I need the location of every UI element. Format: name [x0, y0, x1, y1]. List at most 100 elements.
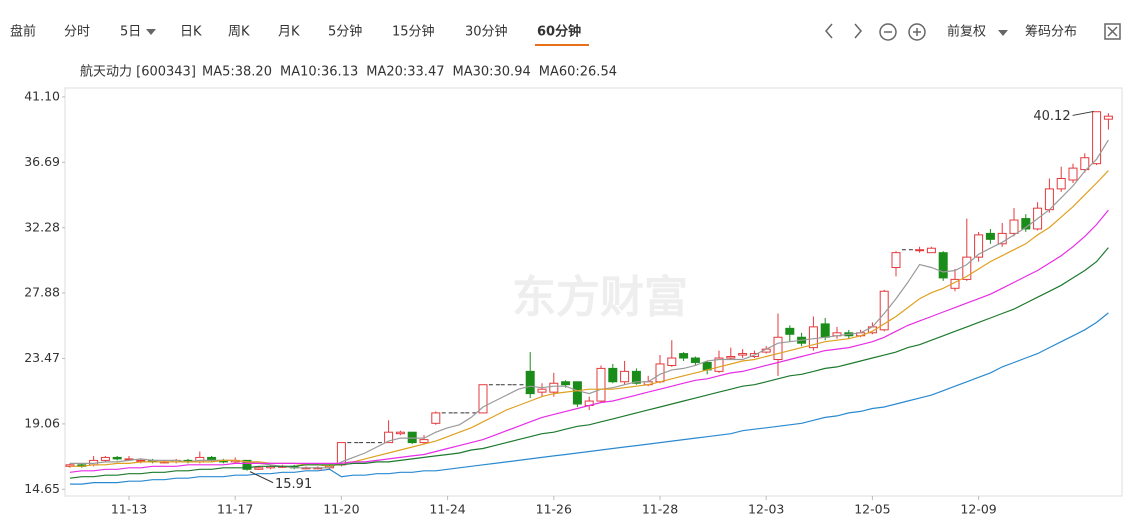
- candle-body: [572, 381, 582, 405]
- candle-body: [1080, 157, 1090, 171]
- candle-body: [478, 384, 488, 414]
- fullscreen-icon: [1107, 26, 1118, 37]
- tab[interactable]: 30分钟: [465, 24, 508, 40]
- high-annotation: 40.12: [1033, 109, 1070, 124]
- zoom-out-button[interactable]: [879, 23, 897, 41]
- candle-body: [879, 290, 889, 331]
- candle-body: [726, 356, 736, 359]
- candle-body: [136, 459, 146, 462]
- candle-body: [938, 252, 948, 279]
- tab[interactable]: 周K: [228, 25, 250, 40]
- x-tick-label: 11-17: [217, 502, 253, 517]
- candle-body: [738, 353, 748, 356]
- y-tick-label: 32.28: [24, 219, 60, 234]
- candle-body: [820, 323, 830, 338]
- candle-body: [962, 256, 972, 280]
- candle-body: [690, 357, 700, 363]
- candle-body: [549, 382, 559, 393]
- tab[interactable]: 日K: [180, 25, 202, 40]
- y-tick-label: 27.88: [24, 285, 60, 300]
- high-arrow: [1072, 110, 1094, 116]
- legend: MA5:38.20 MA10:36.13 MA20:33.47 MA30:30.94 M…: [202, 65, 617, 80]
- tab[interactable]: 分时: [64, 25, 90, 40]
- candle-body: [808, 326, 818, 349]
- chips-button[interactable]: 筹码分布: [1025, 24, 1077, 40]
- toolbar: 盘前 分时 5日 日K 周K 月K 5分钟 15分钟 30分钟 60分钟: [10, 24, 589, 46]
- x-tick-label: 11-28: [642, 502, 678, 517]
- candle-body: [1103, 115, 1113, 120]
- x-tick-label: 12-09: [960, 502, 996, 517]
- candle-body: [679, 353, 689, 359]
- candle-body: [915, 249, 925, 252]
- candle-body: [608, 367, 618, 383]
- watermark: 东方财富: [512, 272, 688, 323]
- legend-entry: MA30:30.94: [452, 65, 530, 80]
- y-tick-label: 14.65: [24, 481, 60, 496]
- next-button[interactable]: [854, 23, 862, 39]
- x-tick-label: 11-24: [429, 502, 465, 517]
- candle-body: [714, 357, 724, 372]
- candle-body: [254, 467, 264, 470]
- candle-body: [384, 431, 394, 444]
- y-tick-label: 41.10: [24, 88, 60, 103]
- candle-body: [407, 431, 417, 444]
- fullscreen-button[interactable]: [1104, 23, 1121, 40]
- x-tick-label: 12-03: [748, 502, 784, 517]
- candle-body: [395, 431, 405, 435]
- candle-body: [785, 327, 795, 335]
- candle-body: [525, 370, 535, 395]
- candle-body: [631, 370, 641, 384]
- toolbar-icons: [825, 23, 1121, 41]
- adjust-dropdown-arrow: [998, 30, 1008, 36]
- tab[interactable]: 60分钟: [537, 24, 581, 40]
- x-tick-label: 11-13: [111, 502, 147, 517]
- candle-body: [561, 381, 571, 386]
- dropdown-arrow: [146, 29, 156, 35]
- zoom-in-button[interactable]: [908, 23, 926, 41]
- candle-body: [431, 412, 441, 424]
- low-annotation: 15.91: [275, 477, 312, 492]
- tab[interactable]: 15分钟: [392, 24, 435, 40]
- candle-body: [112, 456, 122, 460]
- tab[interactable]: 5分钟: [328, 24, 362, 40]
- candle-body: [537, 388, 547, 393]
- y-tick-label: 19.06: [24, 415, 60, 430]
- y-tick-label: 36.69: [24, 154, 60, 169]
- x-tick-label: 12-05: [854, 502, 890, 517]
- candle-body: [667, 357, 677, 366]
- tab[interactable]: 月K: [278, 25, 300, 40]
- candle-body: [620, 370, 630, 383]
- candle-body: [891, 252, 901, 269]
- candle-body: [926, 247, 936, 254]
- legend-entry: MA60:26.54: [539, 65, 617, 80]
- ma-line: [70, 312, 1109, 485]
- ma-line: [69, 209, 1109, 473]
- candle-body: [419, 439, 429, 444]
- candle-body: [1092, 111, 1102, 165]
- ma-line: [70, 170, 1109, 467]
- candle-body: [985, 232, 995, 240]
- candle-body: [773, 336, 783, 361]
- ma-line: [69, 247, 1109, 479]
- plot-frame: [64, 87, 1123, 497]
- tab[interactable]: 盘前: [10, 24, 36, 40]
- legend-entry: MA20:33.47: [366, 65, 444, 80]
- tab[interactable]: 5日: [120, 25, 141, 40]
- x-tick-label: 11-26: [536, 502, 572, 517]
- candle-body: [974, 234, 984, 258]
- x-tick-label: 11-20: [323, 502, 359, 517]
- chart-title: 航天动力 [600343]: [80, 64, 196, 80]
- y-tick-label: 23.47: [24, 350, 60, 365]
- candle-body: [1056, 178, 1066, 190]
- legend-entry: MA10:36.13: [280, 65, 358, 80]
- low-arrow: [249, 471, 274, 484]
- candle-body: [242, 459, 252, 470]
- candle-body: [596, 367, 606, 402]
- candle-body: [997, 232, 1007, 245]
- prev-button[interactable]: [825, 23, 833, 39]
- adjust-selector[interactable]: 前复权: [947, 24, 986, 40]
- legend-entry: MA5:38.20: [202, 65, 272, 80]
- candle-body: [100, 456, 110, 461]
- candle-body: [1068, 167, 1078, 181]
